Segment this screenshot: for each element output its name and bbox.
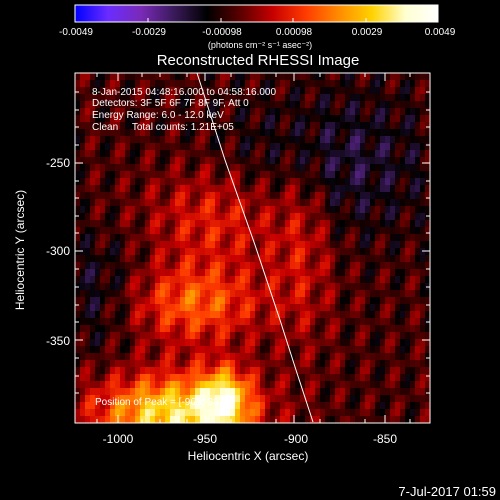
plot-title: Reconstructed RHESSI Image [156, 52, 360, 69]
colorbar-tick-label: -0.0049 [59, 27, 93, 38]
y-tick-label: -250 [45, 156, 70, 170]
colorbar-tick-label: -0.00098 [202, 27, 242, 38]
x-tick-label: -850 [372, 432, 398, 446]
colorbar [75, 5, 438, 22]
annotation-energy-range: Energy Range: 6.0 - 12.0 keV [92, 110, 224, 121]
y-tick-label: -300 [45, 244, 70, 258]
axis-ticks [75, 73, 430, 423]
peak-position-label: Position of Peak = [-963,-397] [95, 397, 228, 408]
y-tick-label: -350 [45, 334, 70, 348]
timestamp: 7-Jul-2017 01:59 [398, 484, 496, 499]
solar-limb-line [196, 72, 314, 423]
x-tick-label: -950 [192, 432, 218, 446]
x-axis-label: Heliocentric X (arcsec) [187, 449, 309, 463]
colorbar-ticks [74, 18, 439, 22]
annotation-time-range: 8-Jan-2015 04:48:16.000 to 04:58:16.000 [92, 87, 277, 98]
x-tick-label: -1000 [102, 432, 134, 446]
y-axis-label: Heliocentric Y (arcsec) [13, 189, 27, 311]
colorbar-tick-label: 0.00098 [275, 27, 313, 38]
plot-frame [74, 72, 431, 424]
colorbar-tick-label: 0.0049 [424, 27, 456, 38]
annotation-counts: Clean Total counts: 1.21E+05 [92, 122, 234, 133]
annotation-detectors: Detectors: 3F 5F 6F 7F 8F 9F, Att 0 [92, 98, 249, 109]
colorbar-tick-label: 0.0029 [351, 27, 383, 38]
colorbar-tick-label: -0.0029 [132, 27, 166, 38]
colorbar-units: (photons cm⁻² s⁻¹ asec⁻²) [207, 40, 313, 50]
colorbar-frame [74, 4, 439, 23]
x-tick-label: -900 [283, 432, 309, 446]
heatmap-image [75, 73, 431, 424]
